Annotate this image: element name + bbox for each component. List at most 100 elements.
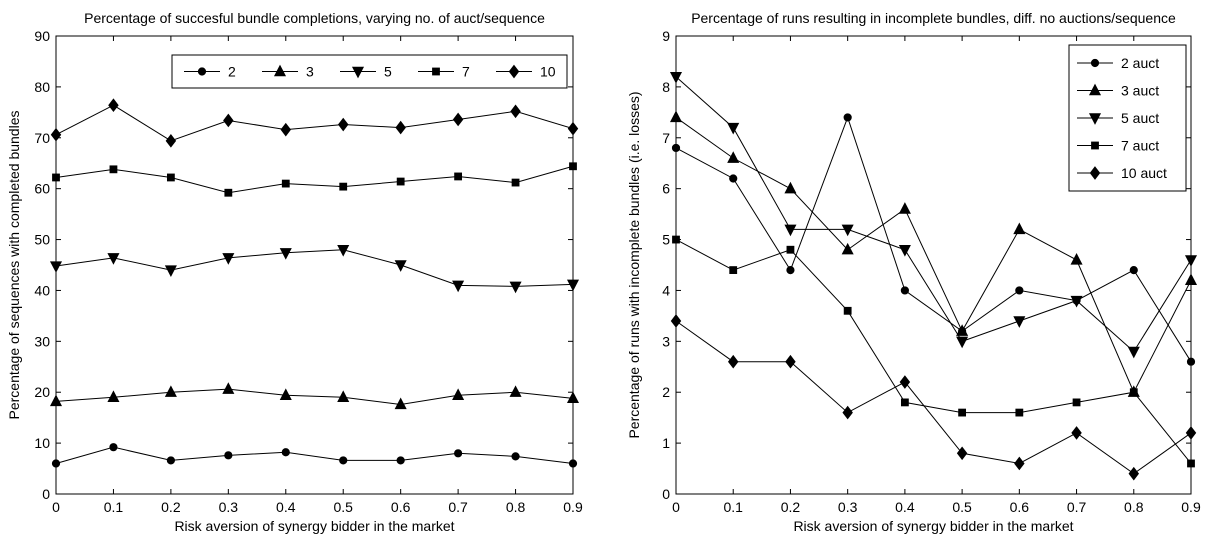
legend-marker [273, 64, 287, 77]
legend-label: 10 [540, 64, 556, 80]
legend-label: 3 [306, 64, 314, 80]
data-point [166, 456, 175, 465]
data-point [729, 174, 738, 183]
data-point [396, 456, 405, 465]
data-point [50, 127, 62, 142]
y-tick-label: 9 [662, 28, 670, 44]
y-tick-label: 0 [42, 486, 50, 502]
legend-label: 2 [228, 64, 236, 80]
data-point [567, 121, 579, 136]
data-point [224, 451, 233, 460]
data-point [842, 405, 853, 420]
series-line [675, 115, 1192, 362]
data-point [843, 306, 852, 315]
x-tick-label: 0.5 [952, 499, 972, 515]
x-tick-label: 0.7 [1067, 499, 1087, 515]
data-point [1013, 222, 1026, 235]
y-tick-label: 5 [662, 232, 670, 248]
data-point [280, 122, 292, 137]
data-point [1184, 255, 1198, 267]
y-tick-label: 20 [34, 384, 50, 400]
data-point [166, 173, 175, 182]
x-tick-label: 0.3 [219, 499, 239, 515]
series-10 [50, 98, 579, 148]
data-point [841, 224, 854, 237]
x-tick-label: 0 [672, 499, 680, 515]
y-tick-label: 60 [34, 181, 50, 197]
legend-marker [197, 67, 207, 76]
data-point [510, 104, 521, 119]
legend-label: 5 auct [1121, 110, 1159, 126]
x-tick-label: 0.2 [781, 499, 801, 515]
x-tick-label: 0.5 [333, 499, 353, 515]
y-tick-label: 40 [34, 282, 50, 298]
data-point [222, 382, 235, 394]
data-point [784, 181, 797, 194]
data-point [165, 134, 177, 148]
data-point [394, 397, 407, 410]
data-point [1185, 426, 1197, 440]
x-tick-label: 0.4 [276, 499, 296, 515]
data-point [1072, 398, 1081, 407]
data-point [1070, 295, 1083, 308]
data-point [337, 390, 350, 403]
series-line [675, 239, 1192, 464]
data-point [1127, 346, 1140, 359]
series-line [55, 446, 574, 464]
data-point [1186, 357, 1196, 366]
data-point [224, 188, 233, 197]
y-tick-label: 2 [662, 384, 670, 400]
x-tick-label: 0.3 [838, 499, 858, 515]
data-point [566, 279, 580, 292]
data-point [279, 388, 292, 400]
x-tick-label: 0.1 [723, 499, 743, 515]
data-point [396, 177, 405, 186]
y-tick-label: 6 [662, 181, 670, 197]
data-point [108, 98, 119, 113]
chart-title: Percentage of succesful bundle completio… [84, 10, 545, 26]
legend-marker [1089, 166, 1101, 180]
data-point [843, 113, 852, 122]
data-point [107, 390, 120, 403]
series-line [675, 320, 1192, 475]
series-10-auct [670, 314, 1197, 481]
series-line [55, 165, 574, 194]
chart-2: Percentage of runs resulting in incomple… [626, 10, 1201, 534]
data-point [729, 266, 738, 274]
data-point [51, 459, 61, 468]
data-point [958, 408, 967, 417]
data-point [164, 265, 177, 277]
legend-label: 7 auct [1121, 138, 1159, 154]
data-point [672, 235, 680, 244]
series-5 [49, 245, 580, 294]
y-axis-label: Percentage of sequences with completed b… [6, 111, 22, 420]
plot-area [55, 35, 574, 495]
legend-label: 5 [384, 64, 392, 80]
data-point [786, 245, 795, 254]
series-5-auct [669, 72, 1198, 359]
data-point [785, 354, 796, 369]
data-point [452, 112, 464, 127]
x-tick-label: 0.9 [563, 499, 583, 515]
legend-label: 7 [462, 64, 470, 80]
data-point [727, 122, 740, 135]
data-point [279, 248, 292, 260]
series-line [55, 249, 574, 287]
data-point [107, 253, 120, 265]
x-tick-label: 0.1 [104, 499, 124, 515]
series-2 [51, 443, 578, 468]
series-7-auct [672, 235, 1195, 468]
series-line [55, 388, 574, 405]
data-point [1128, 466, 1140, 481]
data-point [1015, 286, 1024, 295]
data-point [727, 151, 740, 163]
x-tick-label: 0.6 [1010, 499, 1030, 515]
x-tick-label: 0.6 [391, 499, 411, 515]
y-tick-label: 4 [662, 282, 670, 298]
y-tick-label: 1 [662, 435, 670, 451]
y-tick-label: 30 [34, 333, 50, 349]
data-point [898, 202, 911, 214]
data-point [509, 385, 522, 397]
y-tick-label: 80 [34, 79, 50, 95]
